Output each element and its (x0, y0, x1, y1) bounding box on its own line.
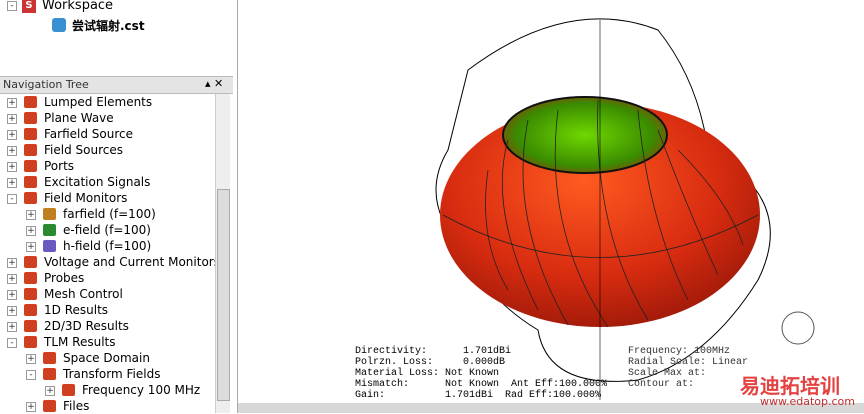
info-line: Frequency: 100MHz (628, 346, 731, 357)
tree-item[interactable]: Mesh Control (44, 287, 123, 301)
tree-item[interactable]: Frequency 100 MHz (82, 383, 201, 397)
expander[interactable]: + (7, 290, 17, 300)
tree-item[interactable]: Field Sources (44, 143, 123, 157)
tree-item[interactable]: Excitation Signals (44, 175, 151, 189)
tree-item[interactable]: e-field (f=100) (63, 223, 151, 237)
scroll-thumb[interactable] (217, 189, 230, 401)
tree-item[interactable]: farfield (f=100) (63, 207, 156, 221)
item-icon (24, 144, 37, 156)
workspace-icon: S (22, 0, 36, 13)
expander[interactable]: + (26, 210, 36, 220)
tree-item[interactable]: Space Domain (63, 351, 150, 365)
expander[interactable]: + (7, 258, 17, 268)
item-icon (24, 112, 37, 124)
scrollbar[interactable] (215, 94, 230, 413)
item-icon (62, 384, 75, 396)
item-icon (43, 240, 56, 252)
3d-view (238, 18, 864, 413)
expander[interactable]: - (7, 338, 17, 348)
info-line: Radial Scale: Linear (628, 357, 749, 368)
expander[interactable]: + (7, 322, 17, 332)
expander[interactable]: + (26, 226, 36, 236)
expander[interactable]: + (7, 146, 17, 156)
item-icon (43, 400, 56, 412)
item-icon (24, 192, 37, 204)
expander[interactable]: + (7, 114, 17, 124)
expander[interactable]: + (26, 242, 36, 252)
workspace-pane: - S Workspace 尝试辐射.cst (0, 0, 236, 72)
expander[interactable]: + (26, 354, 36, 364)
expander[interactable]: + (7, 306, 17, 316)
item-icon (43, 208, 56, 220)
item-icon (24, 336, 37, 348)
item-icon (24, 304, 37, 316)
close-button[interactable]: ▴ ✕ (205, 77, 224, 90)
tree-item[interactable]: Field Monitors (44, 191, 128, 205)
tree-item[interactable]: Transform Fields (63, 367, 161, 381)
tree-item[interactable]: h-field (f=100) (63, 239, 152, 253)
contour (502, 96, 668, 174)
file-name[interactable]: 尝试辐射.cst (72, 19, 145, 33)
item-icon (24, 96, 37, 108)
expander[interactable]: - (7, 194, 17, 204)
item-icon (24, 256, 37, 268)
expander[interactable]: + (7, 130, 17, 140)
tree-item[interactable]: Plane Wave (44, 111, 114, 125)
expander[interactable]: + (26, 402, 36, 412)
item-icon (24, 176, 37, 188)
expander[interactable]: + (7, 178, 17, 188)
info-line: Scale Max at: (628, 368, 707, 379)
expander[interactable]: - (26, 370, 36, 380)
nav-title: Navigation Tree (3, 78, 89, 91)
expander[interactable]: + (7, 274, 17, 284)
file-icon (52, 18, 66, 32)
info-line: Contour at: (628, 379, 695, 390)
item-icon (43, 368, 56, 380)
tree-item[interactable]: Files (63, 399, 90, 413)
expander[interactable]: - (7, 1, 17, 11)
workspace-title[interactable]: Workspace (42, 0, 114, 13)
expander[interactable]: + (7, 98, 17, 108)
tree-item[interactable]: TLM Results (44, 335, 116, 349)
item-icon (24, 128, 37, 140)
tree-item[interactable]: Farfield Source (44, 127, 134, 141)
item-icon (43, 352, 56, 364)
item-icon (24, 160, 37, 172)
item-icon (43, 224, 56, 236)
item-icon (24, 320, 37, 332)
watermark-brand: 易迪拓培训 (740, 374, 840, 398)
info-line: Polrzn. Loss: 0.000dB (355, 357, 506, 368)
expander[interactable]: + (7, 162, 17, 172)
item-icon (24, 288, 37, 300)
mesh-lines (442, 99, 759, 328)
info-line: Gain: 1.701dBi Rad Eff:100.000% (355, 390, 602, 401)
plot-info: Frequency: 100MHz Radial Scale: Linear Sca… (628, 346, 748, 390)
results-info: Directivity: 1.701dBi Polrzn. Loss: 0.000… (355, 346, 607, 401)
tree-item[interactable]: Voltage and Current Monitors (44, 255, 220, 269)
axis-glyph (781, 311, 815, 345)
tree-item[interactable]: Ports (44, 159, 75, 173)
tree-item[interactable]: 2D/3D Results (44, 319, 129, 333)
tree-item[interactable]: Lumped Elements (44, 95, 153, 109)
nav-header: Navigation Tree ▴ ✕ (0, 76, 233, 94)
info-line: Mismatch: Not Known Ant Eff:100.000% (355, 379, 608, 390)
watermark-url: www.edatop.com (760, 395, 855, 408)
info-line: Material Loss: Not Known (355, 368, 500, 379)
item-icon (24, 272, 37, 284)
tree-item[interactable]: Probes (44, 271, 85, 285)
expander[interactable]: + (45, 386, 55, 396)
info-line: Directivity: 1.701dBi (355, 346, 512, 357)
tree-item[interactable]: 1D Results (44, 303, 109, 317)
bottom-bar (238, 403, 864, 413)
left-panel (0, 0, 238, 413)
